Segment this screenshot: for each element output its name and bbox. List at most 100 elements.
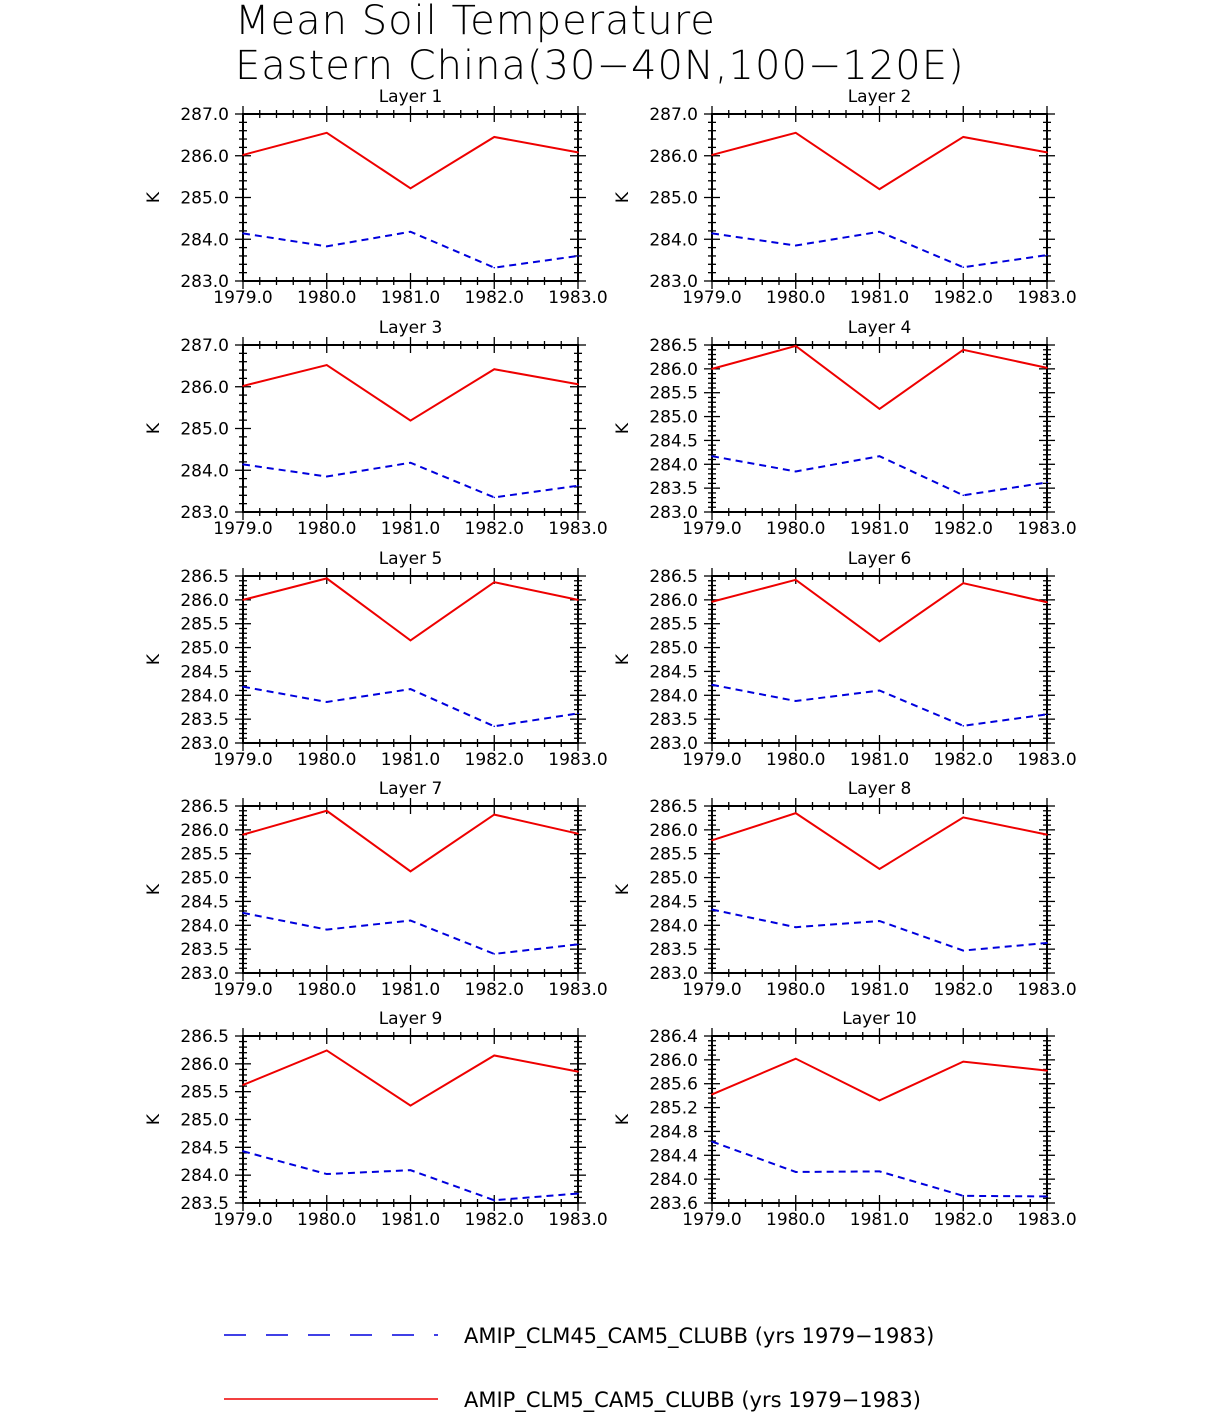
data-point-clm45: [711, 908, 713, 911]
panel-title: Layer 7: [379, 779, 443, 799]
chart-panel-layer-10: 1979.0 1980.0 1981.0 1982.0 1983.0 283.6 284.0…: [613, 1009, 1077, 1230]
series-line-clm5: [711, 344, 1048, 411]
y-axis-label: K: [144, 653, 164, 665]
data-point-clm45: [711, 1140, 713, 1143]
y-tick-label: 283.0: [180, 734, 229, 754]
y-tick-label: 287.0: [180, 105, 229, 125]
series-line-clm45: [711, 230, 1048, 269]
legend: AMIP_CLM45_CAM5_CLUBB (yrs 1979−1983) AMI…: [224, 1324, 934, 1413]
y-tick-label: 283.5: [649, 479, 698, 499]
data-point-clm45: [962, 266, 965, 269]
data-point-clm5: [794, 345, 797, 347]
data-point-clm45: [577, 712, 579, 715]
y-axis-label: K: [613, 422, 633, 434]
x-tick-label: 1983.0: [1017, 519, 1076, 539]
data-point-clm45: [794, 1171, 797, 1173]
y-tick-label: 286.0: [180, 147, 229, 167]
data-point-clm5: [325, 364, 328, 366]
chart-panel-layer-4: 1979.0 1980.0 1981.0 1982.0 1983.0 283.0 283.5…: [613, 318, 1077, 539]
series-line-clm45: [242, 230, 579, 269]
y-tick-label: 286.4: [649, 1027, 698, 1047]
x-tick-label: 1983.0: [548, 519, 607, 539]
y-tick-label: 285.5: [649, 615, 698, 635]
y-tick-label: 285.0: [649, 189, 698, 209]
data-point-clm45: [493, 1199, 496, 1202]
panel-grid: 1979.0 1980.0 1981.0 1982.0 1983.0 283.0 284.0…: [144, 87, 1077, 1230]
data-point-clm45: [1046, 713, 1048, 716]
data-point-clm5: [1046, 833, 1048, 836]
x-tick-label: 1980.0: [766, 750, 825, 770]
data-point-clm5: [962, 136, 965, 138]
y-tick-label: 284.5: [180, 662, 229, 682]
y-axis-label: K: [144, 883, 164, 895]
y-tick-label: 284.0: [649, 686, 698, 706]
x-tick-label: 1979.0: [213, 1210, 272, 1230]
y-tick-label: 283.5: [649, 710, 698, 730]
y-tick-label: 286.5: [180, 797, 229, 817]
x-tick-label: 1982.0: [934, 1210, 993, 1230]
data-point-clm5: [794, 1057, 797, 1060]
y-axis-label: K: [613, 1113, 633, 1125]
data-point-clm45: [493, 266, 496, 269]
x-tick-label: 1980.0: [766, 1210, 825, 1230]
data-point-clm45: [878, 230, 881, 233]
x-tick-label: 1981.0: [850, 980, 909, 1000]
series-line-clm45: [242, 685, 579, 728]
chart-panel-layer-3: 1979.0 1980.0 1981.0 1982.0 1983.0 283.0 284.0…: [144, 318, 608, 539]
data-point-clm5: [577, 832, 579, 835]
data-point-clm45: [325, 1173, 328, 1175]
y-tick-label: 286.0: [180, 1055, 229, 1075]
data-point-clm5: [242, 1084, 244, 1086]
panel-title: Layer 8: [848, 779, 912, 799]
y-tick-label: 285.0: [649, 869, 698, 889]
plot-frame: [242, 575, 579, 744]
data-point-clm5: [409, 187, 412, 190]
data-point-clm5: [493, 581, 496, 584]
x-tick-label: 1981.0: [850, 288, 909, 308]
data-point-clm5: [711, 839, 713, 842]
data-point-clm45: [409, 1169, 412, 1171]
x-tick-label: 1981.0: [381, 750, 440, 770]
x-tick-label: 1979.0: [682, 1210, 741, 1230]
data-point-clm5: [711, 1093, 713, 1096]
data-point-clm5: [794, 579, 797, 581]
data-point-clm5: [878, 868, 881, 870]
series-line-clm5: [242, 809, 579, 873]
y-tick-label: 286.5: [180, 567, 229, 587]
y-tick-label: 284.0: [180, 916, 229, 936]
data-point-clm45: [577, 484, 579, 487]
plot-frame: [711, 1035, 1048, 1204]
x-tick-label: 1983.0: [548, 1210, 607, 1230]
x-tick-label: 1979.0: [213, 980, 272, 1000]
y-tick-label: 284.0: [649, 230, 698, 250]
data-point-clm5: [242, 385, 244, 387]
y-tick-label: 284.0: [649, 916, 698, 936]
y-tick-label: 286.0: [649, 360, 698, 380]
chart-panel-layer-5: 1979.0 1980.0 1981.0 1982.0 1983.0 283.0 283.5…: [144, 549, 608, 770]
x-tick-label: 1979.0: [213, 288, 272, 308]
data-point-clm5: [577, 1070, 579, 1073]
panel-title: Layer 1: [379, 87, 443, 107]
data-point-clm5: [325, 577, 328, 580]
y-tick-label: 285.5: [180, 615, 229, 635]
x-tick-label: 1982.0: [934, 750, 993, 770]
x-tick-label: 1979.0: [682, 980, 741, 1000]
y-tick-label: 287.0: [180, 336, 229, 356]
series-line-clm5: [711, 1057, 1048, 1102]
data-point-clm5: [1046, 1069, 1048, 1072]
x-tick-label: 1982.0: [934, 980, 993, 1000]
data-point-clm45: [794, 700, 797, 702]
data-point-clm5: [1046, 151, 1048, 154]
x-tick-label: 1982.0: [465, 1210, 524, 1230]
data-point-clm5: [711, 600, 713, 603]
series-line-clm5: [711, 578, 1048, 643]
x-tick-label: 1983.0: [1017, 980, 1076, 1000]
data-point-clm5: [1046, 367, 1048, 369]
y-tick-label: 285.0: [180, 189, 229, 209]
data-point-clm45: [962, 949, 965, 952]
x-tick-label: 1983.0: [1017, 288, 1076, 308]
y-tick-label: 283.5: [180, 940, 229, 960]
y-tick-label: 284.5: [649, 892, 698, 912]
y-tick-label: 283.0: [649, 272, 698, 292]
data-point-clm45: [242, 463, 244, 466]
